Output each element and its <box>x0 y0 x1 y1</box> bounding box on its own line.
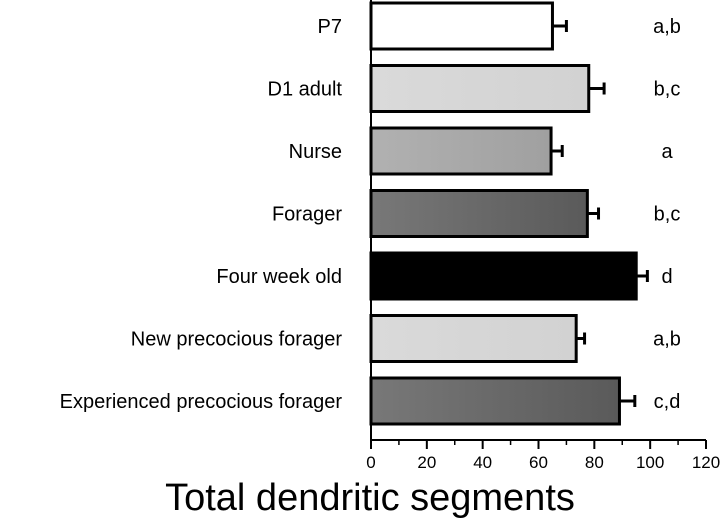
category-label-4: Four week old <box>216 266 342 288</box>
bar-2 <box>369 126 553 176</box>
category-label-3: Forager <box>272 204 342 226</box>
x-tick-label-4: 80 <box>585 453 604 472</box>
x-tick-label-2: 40 <box>473 453 492 472</box>
category-label-0: P7 <box>318 16 342 38</box>
category-label-5: New precocious forager <box>131 329 343 351</box>
x-tick-label-0: 0 <box>366 453 375 472</box>
significance-label-6: c,d <box>654 391 681 413</box>
bar-6 <box>369 376 621 426</box>
category-label-6: Experienced precocious forager <box>60 391 343 413</box>
significance-label-5: a,b <box>653 329 681 351</box>
x-tick-label-6: 120 <box>692 453 720 472</box>
x-tick-label-1: 20 <box>417 453 436 472</box>
bar-5 <box>369 314 578 363</box>
bar-0 <box>369 1 554 51</box>
category-label-1: D1 adult <box>268 79 343 101</box>
significance-label-2: a <box>661 141 673 163</box>
category-label-2: Nurse <box>289 141 342 163</box>
x-tick-label-5: 100 <box>636 453 664 472</box>
x-axis-label: Total dendritic segments <box>165 477 575 519</box>
significance-label-0: a,b <box>653 16 681 38</box>
significance-label-1: b,c <box>654 79 681 101</box>
significance-label-3: b,c <box>654 204 681 226</box>
bar-4 <box>369 251 638 301</box>
bar-1 <box>369 64 591 113</box>
x-tick-label-3: 60 <box>529 453 548 472</box>
bar-3 <box>369 189 589 238</box>
significance-label-4: d <box>661 266 672 288</box>
